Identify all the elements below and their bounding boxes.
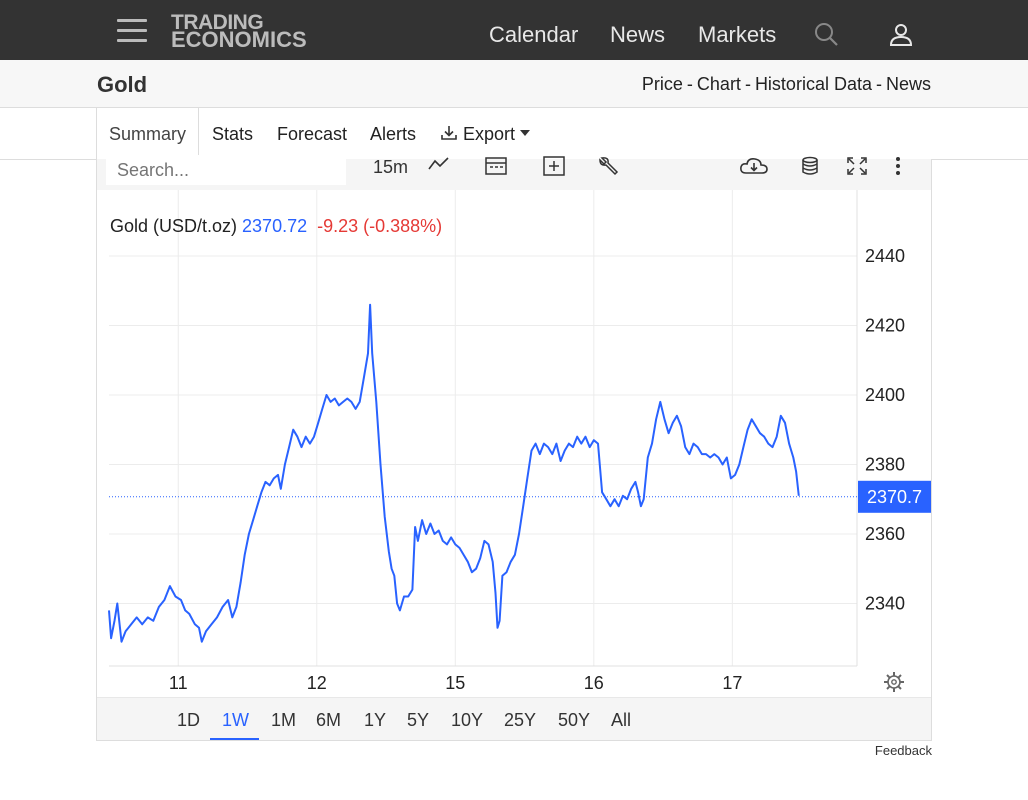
sub-header-links: Price - Chart - Historical Data - News — [642, 74, 931, 95]
separator: - — [744, 74, 751, 94]
download-icon — [441, 126, 457, 140]
top-navbar: TRADING ECONOMICS Calendar News Markets — [0, 0, 1028, 60]
news-link[interactable]: News — [885, 74, 931, 94]
nav-markets-link[interactable]: Markets — [698, 22, 777, 47]
y-axis: 2340 2360 2380 2400 2420 2440 — [856, 190, 905, 666]
tab-bar: Summary Stats Forecast Alerts Export — [0, 108, 1028, 161]
tab-stats[interactable]: Stats — [212, 124, 254, 144]
y-tick-label: 2360 — [865, 524, 905, 544]
y-tick-label: 2440 — [865, 246, 905, 266]
last-price-badge-bg — [858, 480, 931, 513]
last-price-badge: 2370.7 — [858, 480, 931, 513]
range-10y[interactable]: 10Y — [451, 710, 484, 730]
x-tick-label: 15 — [445, 673, 465, 693]
y-tick-label: 2380 — [865, 454, 905, 474]
range-1w[interactable]: 1W — [222, 710, 249, 730]
chart-panel: 15m — [96, 155, 932, 741]
range-1m[interactable]: 1M — [271, 710, 297, 730]
add-box-icon[interactable] — [542, 155, 566, 177]
range-5y[interactable]: 5Y — [407, 710, 430, 730]
x-tick-label: 16 — [584, 673, 604, 693]
feedback-link[interactable]: Feedback — [874, 743, 932, 758]
chart-link[interactable]: Chart — [696, 74, 741, 94]
cloud-download-icon[interactable] — [739, 155, 769, 177]
chart-settings-icon[interactable] — [884, 672, 904, 692]
database-icon[interactable] — [800, 155, 820, 177]
calendar-icon[interactable] — [484, 155, 508, 177]
legend-series-name: Gold (USD/t.oz) — [110, 216, 237, 236]
historical-data-link[interactable]: Historical Data — [754, 74, 872, 94]
tab-forecast[interactable]: Forecast — [277, 124, 348, 144]
x-tick-label: 17 — [722, 673, 742, 693]
range-6m[interactable]: 6M — [316, 710, 342, 730]
chart-legend: Gold (USD/t.oz) 2370.72 -9.23 (-0.388%) — [110, 216, 442, 236]
logo[interactable]: TRADING ECONOMICS — [171, 11, 307, 52]
range-1d[interactable]: 1D — [177, 710, 201, 730]
tab-export[interactable]: Export — [440, 108, 531, 160]
wrench-icon[interactable] — [597, 155, 621, 177]
tab-alerts[interactable]: Alerts — [370, 124, 417, 144]
caret-down-icon — [520, 130, 531, 136]
chart-toolbar: 15m — [97, 155, 931, 190]
fullscreen-icon[interactable] — [845, 155, 869, 177]
active-range-underline — [210, 738, 259, 740]
range-50y[interactable]: 50Y — [558, 710, 591, 730]
y-tick-label: 2400 — [865, 385, 905, 405]
time-range-bar: 1D 1W 1M 6M 1Y 5Y 10Y 25Y 50Y All — [97, 697, 931, 740]
symbol-search-input[interactable] — [106, 155, 346, 185]
legend-change: -9.23 (-0.388%) — [317, 216, 442, 236]
hamburger-icon[interactable] — [117, 19, 147, 43]
tab-summary[interactable]: Summary — [96, 108, 199, 161]
price-chart[interactable]: 2340 2360 2380 2400 2420 2440 11 12 15 16 17 2370… — [97, 190, 931, 697]
last-price-badge-label: 2370.7 — [867, 487, 922, 507]
line-chart-icon[interactable] — [427, 155, 451, 175]
x-axis: 11 12 15 16 17 — [109, 665, 857, 693]
sub-header: Gold Price - Chart - Historical Data - News — [0, 60, 1028, 108]
gold-price-series-line — [108, 303, 800, 643]
chart-grid — [109, 190, 857, 666]
range-all[interactable]: All — [611, 710, 632, 730]
y-tick-label: 2340 — [865, 593, 905, 613]
user-icon[interactable] — [889, 23, 913, 47]
range-1y[interactable]: 1Y — [364, 710, 387, 730]
range-25y[interactable]: 25Y — [504, 710, 537, 730]
x-tick-label: 12 — [307, 673, 327, 693]
interval-selector[interactable]: 15m — [373, 157, 409, 177]
x-tick-label: 11 — [169, 673, 188, 693]
page-title: Gold — [97, 72, 148, 97]
more-vertical-icon[interactable] — [893, 155, 903, 177]
separator: - — [875, 74, 882, 94]
nav-news-link[interactable]: News — [610, 22, 666, 47]
search-icon[interactable] — [814, 22, 840, 48]
export-label: Export — [463, 124, 516, 144]
nav-calendar-link[interactable]: Calendar — [489, 22, 579, 47]
logo-line-2: ECONOMICS — [171, 27, 307, 52]
logo-line-1: TRADING — [171, 11, 264, 34]
price-link[interactable]: Price — [641, 74, 683, 94]
legend-price: 2370.72 — [242, 216, 307, 236]
separator: - — [686, 74, 693, 94]
y-tick-label: 2420 — [865, 316, 905, 336]
